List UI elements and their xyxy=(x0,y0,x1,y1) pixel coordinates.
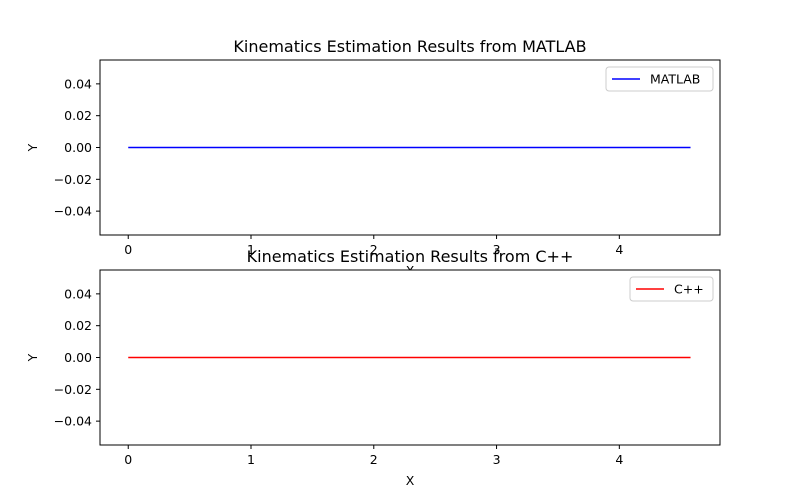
x-tick-label: 3 xyxy=(493,242,501,257)
x-tick-label: 4 xyxy=(615,452,623,467)
x-tick-label: 4 xyxy=(615,242,623,257)
y-tick-label: 0.04 xyxy=(64,76,92,91)
y-axis-label: Y xyxy=(25,353,40,362)
subplot-1: 01234−0.04−0.020.000.020.04MATLABXYKinem… xyxy=(25,37,721,278)
legend-label: C++ xyxy=(674,282,704,297)
y-tick-label: −0.04 xyxy=(54,204,92,219)
x-tick-label: 3 xyxy=(493,452,501,467)
legend-box xyxy=(605,66,714,92)
y-tick-label: 0.04 xyxy=(64,286,92,301)
x-tick-label: 1 xyxy=(247,452,255,467)
y-tick-label: 0.02 xyxy=(64,318,92,333)
y-tick-label: −0.04 xyxy=(54,414,92,429)
y-tick-label: −0.02 xyxy=(54,382,92,397)
legend-label: MATLAB xyxy=(650,72,700,87)
chart-title: Kinematics Estimation Results from C++ xyxy=(247,247,574,266)
legend: MATLAB xyxy=(605,66,714,92)
x-axis-label: X xyxy=(406,473,415,488)
subplot-2: 0 1 2 3 4 −0.04 −0.02 0.00 0.02 0.04 C++ X Y Kinemati… xyxy=(25,247,721,488)
x-tick-label: 2 xyxy=(370,452,378,467)
legend-box xyxy=(629,276,714,302)
x-tick-label: 0 xyxy=(124,242,132,257)
subplots: 0 1 2 3 4 −0.04 −0.02 0.00 0.02 0.04 MATLAB X Y Kinem… xyxy=(25,37,721,488)
y-tick-label: 0.00 xyxy=(64,140,92,155)
y-axis-label: Y xyxy=(25,143,40,152)
legend: C++ xyxy=(629,276,714,302)
x-tick-label: 1 xyxy=(247,242,255,257)
x-tick-label: 2 xyxy=(370,242,378,257)
x-tick-label: 0 xyxy=(124,452,132,467)
chart-title: Kinematics Estimation Results from MATLA… xyxy=(233,37,586,56)
y-tick-label: 0.00 xyxy=(64,350,92,365)
y-tick-label: −0.02 xyxy=(54,172,92,187)
y-tick-label: 0.02 xyxy=(64,108,92,123)
